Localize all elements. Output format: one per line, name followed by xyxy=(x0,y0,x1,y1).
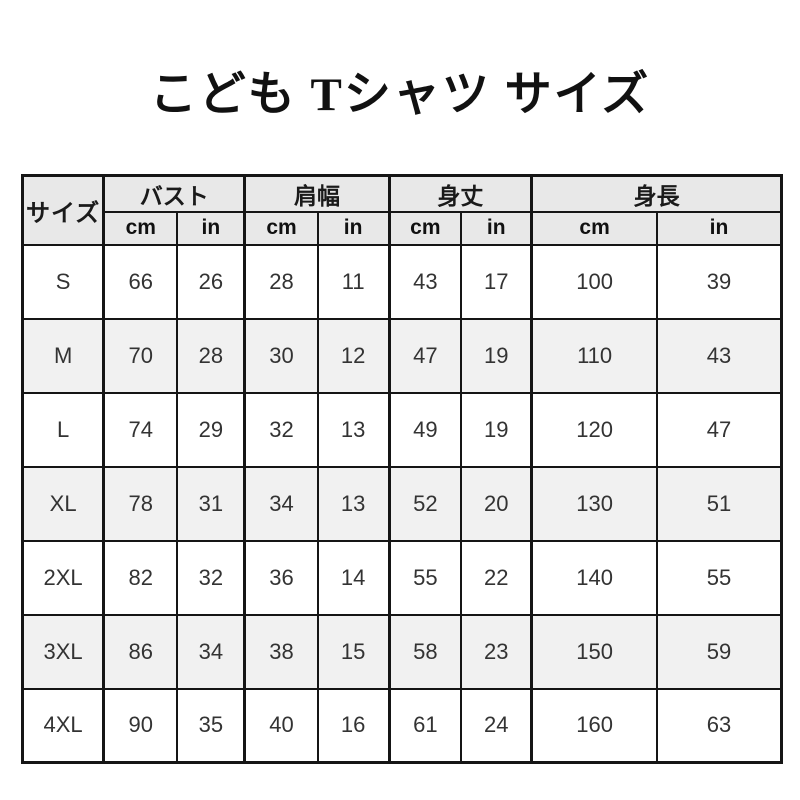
table-row-s: S 66 26 28 11 43 17 100 39 xyxy=(21,243,783,320)
value-cell: 32 xyxy=(243,391,319,468)
unit-body-length-cm: cm xyxy=(387,210,463,246)
header-group-height: 身長 xyxy=(530,174,783,213)
unit-height-cm: cm xyxy=(530,210,658,246)
header-size-column: サイズ xyxy=(21,174,105,246)
value-cell: 35 xyxy=(176,687,246,764)
value-cell: 74 xyxy=(102,391,179,468)
value-cell: 100 xyxy=(530,243,658,320)
value-cell: 40 xyxy=(243,687,319,764)
value-cell: 120 xyxy=(530,391,658,468)
table-row-xl: XL 78 31 34 13 52 20 130 51 xyxy=(21,465,783,542)
value-cell: 39 xyxy=(655,243,783,320)
size-label: L xyxy=(21,391,105,468)
unit-shoulder-cm: cm xyxy=(243,210,319,246)
value-cell: 160 xyxy=(530,687,658,764)
value-cell: 19 xyxy=(460,391,533,468)
value-cell: 47 xyxy=(387,317,463,394)
size-label: M xyxy=(21,317,105,394)
value-cell: 13 xyxy=(316,391,391,468)
header-group-bust: バスト xyxy=(102,174,246,213)
header-group-row: サイズ バスト 肩幅 身丈 身長 xyxy=(21,174,783,246)
value-cell: 17 xyxy=(460,243,533,320)
value-cell: 15 xyxy=(316,613,391,690)
value-cell: 31 xyxy=(176,465,246,542)
value-cell: 34 xyxy=(243,465,319,542)
value-cell: 23 xyxy=(460,613,533,690)
value-cell: 26 xyxy=(176,243,246,320)
value-cell: 66 xyxy=(102,243,179,320)
table-row-4xl: 4XL 90 35 40 16 61 24 160 63 xyxy=(21,687,783,764)
size-label: 4XL xyxy=(21,687,105,764)
value-cell: 78 xyxy=(102,465,179,542)
unit-shoulder-in: in xyxy=(316,210,391,246)
value-cell: 43 xyxy=(387,243,463,320)
value-cell: 36 xyxy=(243,539,319,616)
value-cell: 55 xyxy=(655,539,783,616)
value-cell: 51 xyxy=(655,465,783,542)
header-group-shoulder-width: 肩幅 xyxy=(243,174,391,213)
value-cell: 47 xyxy=(655,391,783,468)
value-cell: 86 xyxy=(102,613,179,690)
header-unit-row: cm in cm in cm in cm in xyxy=(23,210,783,246)
value-cell: 43 xyxy=(655,317,783,394)
size-label: 2XL xyxy=(21,539,105,616)
unit-height-in: in xyxy=(655,210,783,246)
table-row-2xl: 2XL 82 32 36 14 55 22 140 55 xyxy=(21,539,783,616)
value-cell: 29 xyxy=(176,391,246,468)
value-cell: 70 xyxy=(102,317,179,394)
unit-body-length-in: in xyxy=(460,210,533,246)
value-cell: 24 xyxy=(460,687,533,764)
unit-bust-cm: cm xyxy=(102,210,179,246)
value-cell: 22 xyxy=(460,539,533,616)
value-cell: 14 xyxy=(316,539,391,616)
value-cell: 55 xyxy=(387,539,463,616)
value-cell: 49 xyxy=(387,391,463,468)
value-cell: 34 xyxy=(176,613,246,690)
value-cell: 140 xyxy=(530,539,658,616)
size-table-container: サイズ バスト 肩幅 身丈 身長 cm in cm in cm in cm in xyxy=(21,173,783,765)
value-cell: 20 xyxy=(460,465,533,542)
page-title: こども Tシャツ サイズ xyxy=(149,69,651,121)
size-label: 3XL xyxy=(21,613,105,690)
size-label: S xyxy=(21,243,105,320)
value-cell: 110 xyxy=(530,317,658,394)
value-cell: 90 xyxy=(102,687,179,764)
value-cell: 52 xyxy=(387,465,463,542)
header-group-body-length: 身丈 xyxy=(387,174,533,213)
value-cell: 130 xyxy=(530,465,658,542)
value-cell: 16 xyxy=(316,687,391,764)
value-cell: 38 xyxy=(243,613,319,690)
value-cell: 59 xyxy=(655,613,783,690)
value-cell: 32 xyxy=(176,539,246,616)
table-row-l: L 74 29 32 13 49 19 120 47 xyxy=(21,391,783,468)
value-cell: 19 xyxy=(460,317,533,394)
value-cell: 150 xyxy=(530,613,658,690)
value-cell: 11 xyxy=(316,243,391,320)
value-cell: 13 xyxy=(316,465,391,542)
value-cell: 12 xyxy=(316,317,391,394)
value-cell: 28 xyxy=(176,317,246,394)
value-cell: 28 xyxy=(243,243,319,320)
size-table: サイズ バスト 肩幅 身丈 身長 cm in cm in cm in cm in xyxy=(21,173,783,765)
value-cell: 63 xyxy=(655,687,783,764)
value-cell: 58 xyxy=(387,613,463,690)
table-row-m: M 70 28 30 12 47 19 110 43 xyxy=(21,317,783,394)
table-row-3xl: 3XL 86 34 38 15 58 23 150 59 xyxy=(21,613,783,690)
value-cell: 30 xyxy=(243,317,319,394)
unit-bust-in: in xyxy=(176,210,246,246)
value-cell: 82 xyxy=(102,539,179,616)
size-label: XL xyxy=(21,465,105,542)
value-cell: 61 xyxy=(387,687,463,764)
